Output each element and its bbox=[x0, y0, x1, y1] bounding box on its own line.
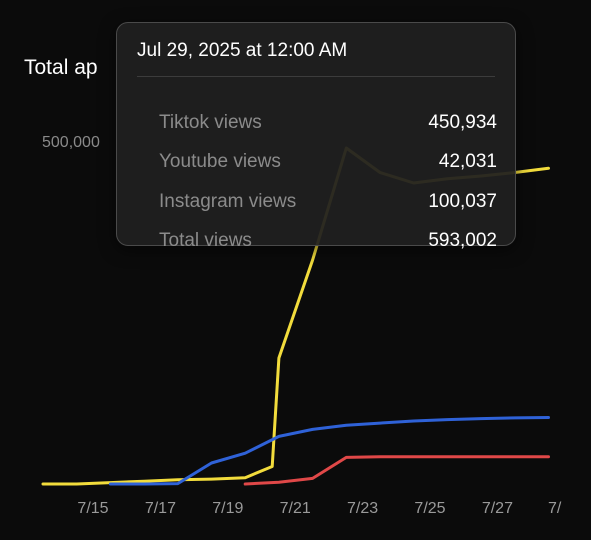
data-tooltip: Jul 29, 2025 at 12:00 AM Tiktok views 45… bbox=[116, 22, 516, 251]
tooltip-value: 593,002 bbox=[428, 230, 497, 251]
x-tick-label: 7/15 bbox=[77, 500, 108, 517]
tooltip-value: 100,037 bbox=[428, 191, 497, 212]
tooltip-value: 450,934 bbox=[428, 112, 497, 133]
y-tick-label: 500,000 bbox=[42, 134, 100, 151]
tooltip-label: Total views bbox=[159, 230, 252, 251]
x-tick-label: 7/19 bbox=[212, 500, 243, 517]
tooltip-row-instagram: Instagram views 100,037 bbox=[159, 191, 497, 215]
tooltip-date: Jul 29, 2025 at 12:00 AM bbox=[137, 40, 348, 61]
tooltip-label: Tiktok views bbox=[159, 112, 262, 133]
series-line-1[interactable] bbox=[108, 416, 550, 486]
series-line-2[interactable] bbox=[243, 455, 550, 486]
tooltip-label: Instagram views bbox=[159, 191, 297, 212]
x-tick-label: 7/ bbox=[548, 500, 562, 517]
x-tick-label: 7/17 bbox=[145, 500, 176, 517]
chart-title: Total ap bbox=[24, 56, 98, 79]
x-tick-label: 7/27 bbox=[482, 500, 513, 517]
tooltip-row-total: Total views 593,002 bbox=[159, 230, 497, 254]
x-tick-label: 7/25 bbox=[414, 500, 445, 517]
x-axis-ticks: 7/15 7/17 7/19 7/21 7/23 7/25 7/27 7/ bbox=[77, 500, 561, 517]
tooltip-divider bbox=[137, 76, 495, 77]
tooltip-row-youtube: Youtube views 42,031 bbox=[159, 151, 497, 175]
x-tick-label: 7/21 bbox=[280, 500, 311, 517]
tooltip-label: Youtube views bbox=[159, 151, 281, 172]
tooltip-value: 42,031 bbox=[438, 151, 497, 172]
x-tick-label: 7/23 bbox=[347, 500, 378, 517]
tooltip-row-tiktok: Tiktok views 450,934 bbox=[159, 112, 497, 136]
